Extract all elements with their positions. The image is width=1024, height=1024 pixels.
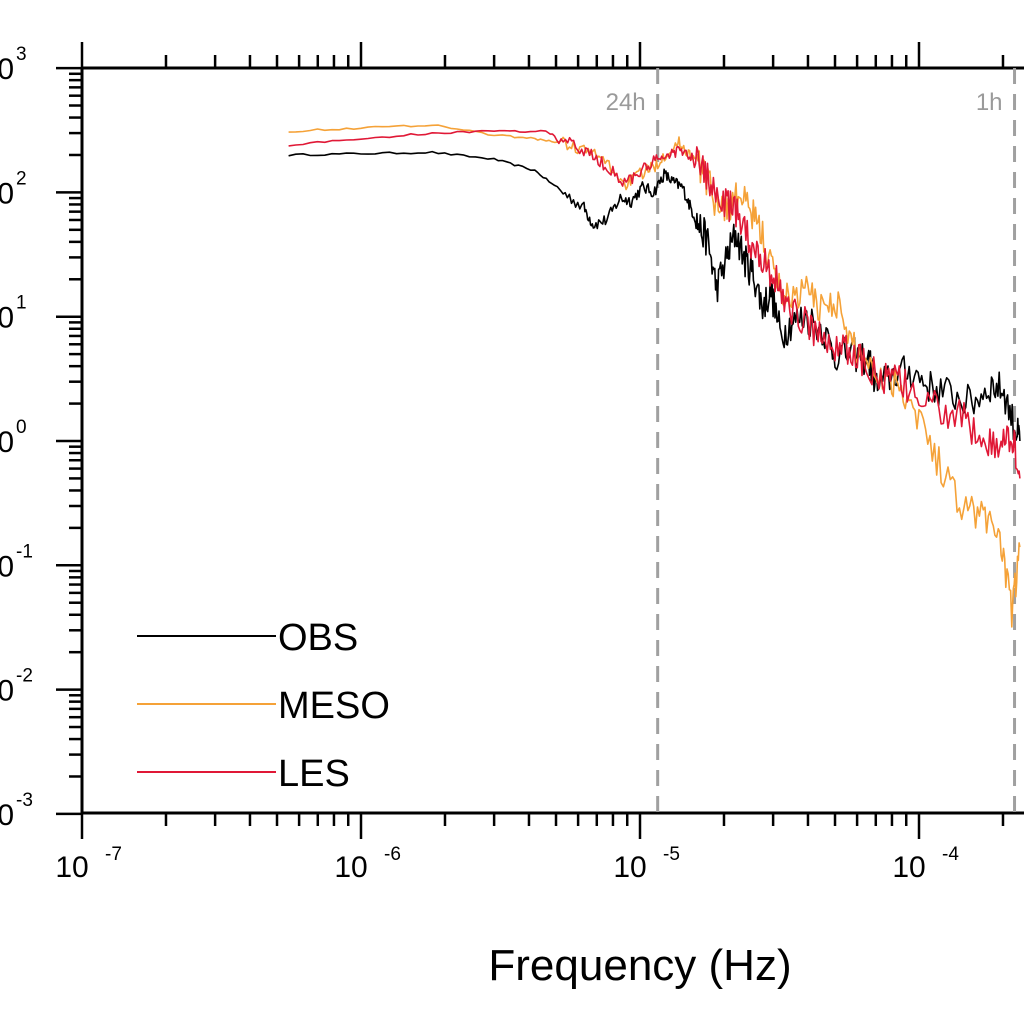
y-axis: 0 30 20 10 00 -10 -20 -3 — [0, 44, 82, 832]
legend-label-meso: MESO — [278, 685, 390, 727]
x-tick-label: 10 — [613, 851, 646, 884]
legend-label-obs: OBS — [278, 617, 358, 659]
y-tick-label: 0 — [0, 675, 14, 708]
x-axis: 10 -7 10 -6 10 -5 10 -4 — [55, 42, 1005, 884]
x-tick-exponent: -7 — [105, 844, 122, 865]
y-tick-label: 0 — [0, 177, 14, 210]
series-group — [288, 124, 1021, 628]
x-tick-label: 10 — [55, 851, 88, 884]
y-tick-label: 0 — [0, 799, 14, 832]
x-tick-exponent: -4 — [942, 844, 959, 865]
x-tick-exponent: -5 — [663, 844, 680, 865]
y-tick-label: 0 — [0, 302, 14, 335]
y-tick-exponent: 0 — [16, 417, 27, 438]
y-tick-exponent: 3 — [16, 44, 27, 65]
y-tick-exponent: -1 — [16, 541, 33, 562]
series-line-meso — [288, 124, 1021, 628]
x-tick-label: 10 — [892, 851, 925, 884]
reference-label-1h: 1h — [976, 89, 1003, 116]
y-tick-exponent: -3 — [16, 790, 33, 811]
legend: OBS MESO LES — [137, 617, 390, 795]
reference-label-24h: 24h — [606, 89, 646, 116]
y-tick-label: 0 — [0, 426, 14, 459]
x-axis-title: Frequency (Hz) — [488, 941, 791, 990]
legend-label-les: LES — [278, 753, 350, 795]
y-tick-exponent: 1 — [16, 293, 27, 314]
plot-frame — [80, 66, 1024, 815]
series-line-les — [288, 129, 1021, 479]
series-line-obs — [288, 150, 1021, 442]
x-tick-label: 10 — [334, 851, 367, 884]
x-tick-exponent: -6 — [384, 844, 401, 865]
y-tick-label: 0 — [0, 53, 14, 86]
y-tick-label: 0 — [0, 550, 14, 583]
y-tick-exponent: -2 — [16, 666, 33, 687]
y-tick-exponent: 2 — [16, 168, 27, 189]
